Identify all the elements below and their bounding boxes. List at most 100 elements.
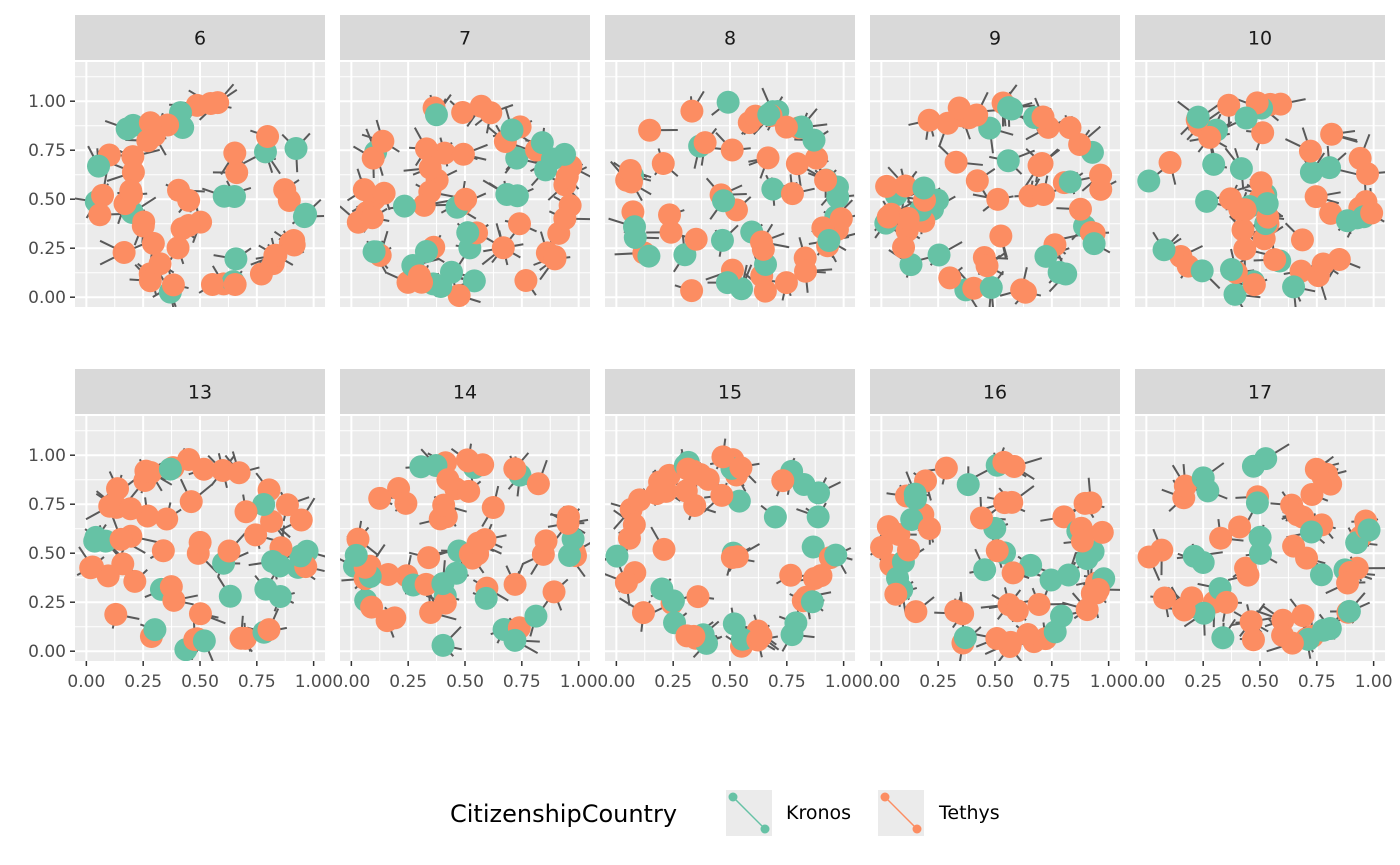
point-tethys (1153, 586, 1177, 610)
legend-key-point (728, 792, 738, 802)
point-tethys (1348, 146, 1372, 170)
x-tick-label: 0.50 (446, 672, 484, 692)
point-tethys (1251, 121, 1275, 145)
points (346, 94, 583, 307)
point-kronos (444, 561, 468, 585)
point-tethys (148, 252, 172, 276)
x-tick-label: 0.75 (1033, 672, 1071, 692)
x-tick-label: 0.50 (976, 672, 1014, 692)
facet-panel-16: 16 0.00 0.25 0.50 0.75 1.00 (862, 369, 1128, 692)
point-tethys (1068, 197, 1092, 221)
point-tethys (1016, 623, 1040, 647)
point-tethys (200, 272, 224, 296)
x-tick-label: 0.50 (181, 672, 219, 692)
y-tick-label: 0.75 (28, 141, 66, 161)
point-tethys (1291, 604, 1315, 628)
point-kronos (727, 489, 751, 513)
point-kronos (904, 487, 928, 511)
point-kronos (289, 544, 313, 568)
point-tethys (371, 129, 395, 153)
point-tethys (652, 537, 676, 561)
point-tethys (556, 511, 580, 535)
legend-key-point (880, 792, 890, 802)
points (84, 91, 318, 304)
facet-panel-9: 9 (870, 15, 1120, 307)
facet-strip (605, 15, 855, 60)
facet-strip (870, 15, 1120, 60)
point-kronos (826, 185, 850, 209)
point-kronos (424, 103, 448, 127)
point-tethys (876, 205, 900, 229)
point-tethys (780, 182, 804, 206)
facet-strip (605, 369, 855, 414)
point-tethys (875, 174, 899, 198)
x-tick-label: 0.50 (711, 672, 749, 692)
point-tethys (155, 507, 179, 531)
point-tethys (141, 231, 165, 255)
legend-label-kronos: Kronos (786, 802, 851, 824)
y-tick-label: 0.75 (28, 495, 66, 515)
point-tethys (1209, 526, 1233, 550)
point-tethys (1336, 571, 1360, 595)
y-tick-label: 0.00 (28, 288, 66, 308)
x-tick-label: 0.25 (919, 672, 957, 692)
point-kronos (1182, 544, 1206, 568)
point-kronos (1309, 563, 1333, 587)
point-tethys (79, 556, 103, 580)
point-tethys (638, 118, 662, 142)
y-tick-label: 0.25 (28, 593, 66, 613)
point-tethys (1027, 153, 1051, 177)
point-kronos (222, 185, 246, 209)
point-kronos (143, 618, 167, 642)
point-tethys (1027, 593, 1051, 616)
facet-strip-label: 17 (1248, 382, 1272, 404)
point-tethys (161, 273, 185, 297)
point-tethys (1002, 454, 1026, 478)
legend-key-point (912, 824, 922, 834)
point-tethys (1058, 116, 1082, 140)
point-kronos (979, 276, 1003, 300)
point-tethys (119, 179, 143, 203)
point-tethys (244, 523, 268, 547)
point-kronos (1186, 105, 1210, 129)
point-kronos (87, 154, 111, 178)
point-tethys (234, 500, 258, 524)
point-tethys (774, 115, 798, 139)
point-tethys (1089, 177, 1113, 201)
point-tethys (1290, 228, 1314, 252)
x-tick-label: 0.25 (1184, 672, 1222, 692)
x-tick-label: 1.00 (295, 672, 333, 692)
y-tick-label: 1.00 (28, 446, 66, 466)
x-tick-label: 1.00 (825, 672, 863, 692)
point-tethys (352, 178, 376, 202)
point-tethys (648, 470, 672, 494)
y-tick-label: 0.00 (28, 642, 66, 662)
point-kronos (1054, 262, 1078, 286)
point-tethys (360, 206, 384, 230)
point-tethys (121, 160, 145, 184)
point-kronos (1190, 259, 1214, 283)
x-tick-label: 0.75 (503, 672, 541, 692)
point-tethys (675, 624, 699, 648)
point-tethys (1215, 590, 1239, 614)
point-tethys (179, 490, 203, 514)
points (1137, 447, 1381, 655)
point-tethys (455, 448, 479, 472)
point-tethys (1241, 628, 1265, 652)
point-tethys (383, 606, 407, 630)
x-tick-label: 0.75 (768, 672, 806, 692)
point-tethys (631, 601, 655, 625)
point-tethys (414, 572, 438, 596)
x-tick-label: 0.25 (654, 672, 692, 692)
legend: CitizenshipCountry Kronos Tethys (450, 790, 1000, 836)
point-tethys (394, 491, 418, 515)
point-tethys (188, 602, 212, 626)
point-kronos (1248, 541, 1272, 565)
legend-key-line (884, 796, 918, 830)
point-tethys (249, 262, 273, 286)
point-kronos (761, 177, 785, 201)
point-kronos (637, 244, 661, 268)
point-tethys (96, 564, 120, 588)
point-tethys (684, 227, 708, 251)
point-tethys (814, 168, 838, 192)
